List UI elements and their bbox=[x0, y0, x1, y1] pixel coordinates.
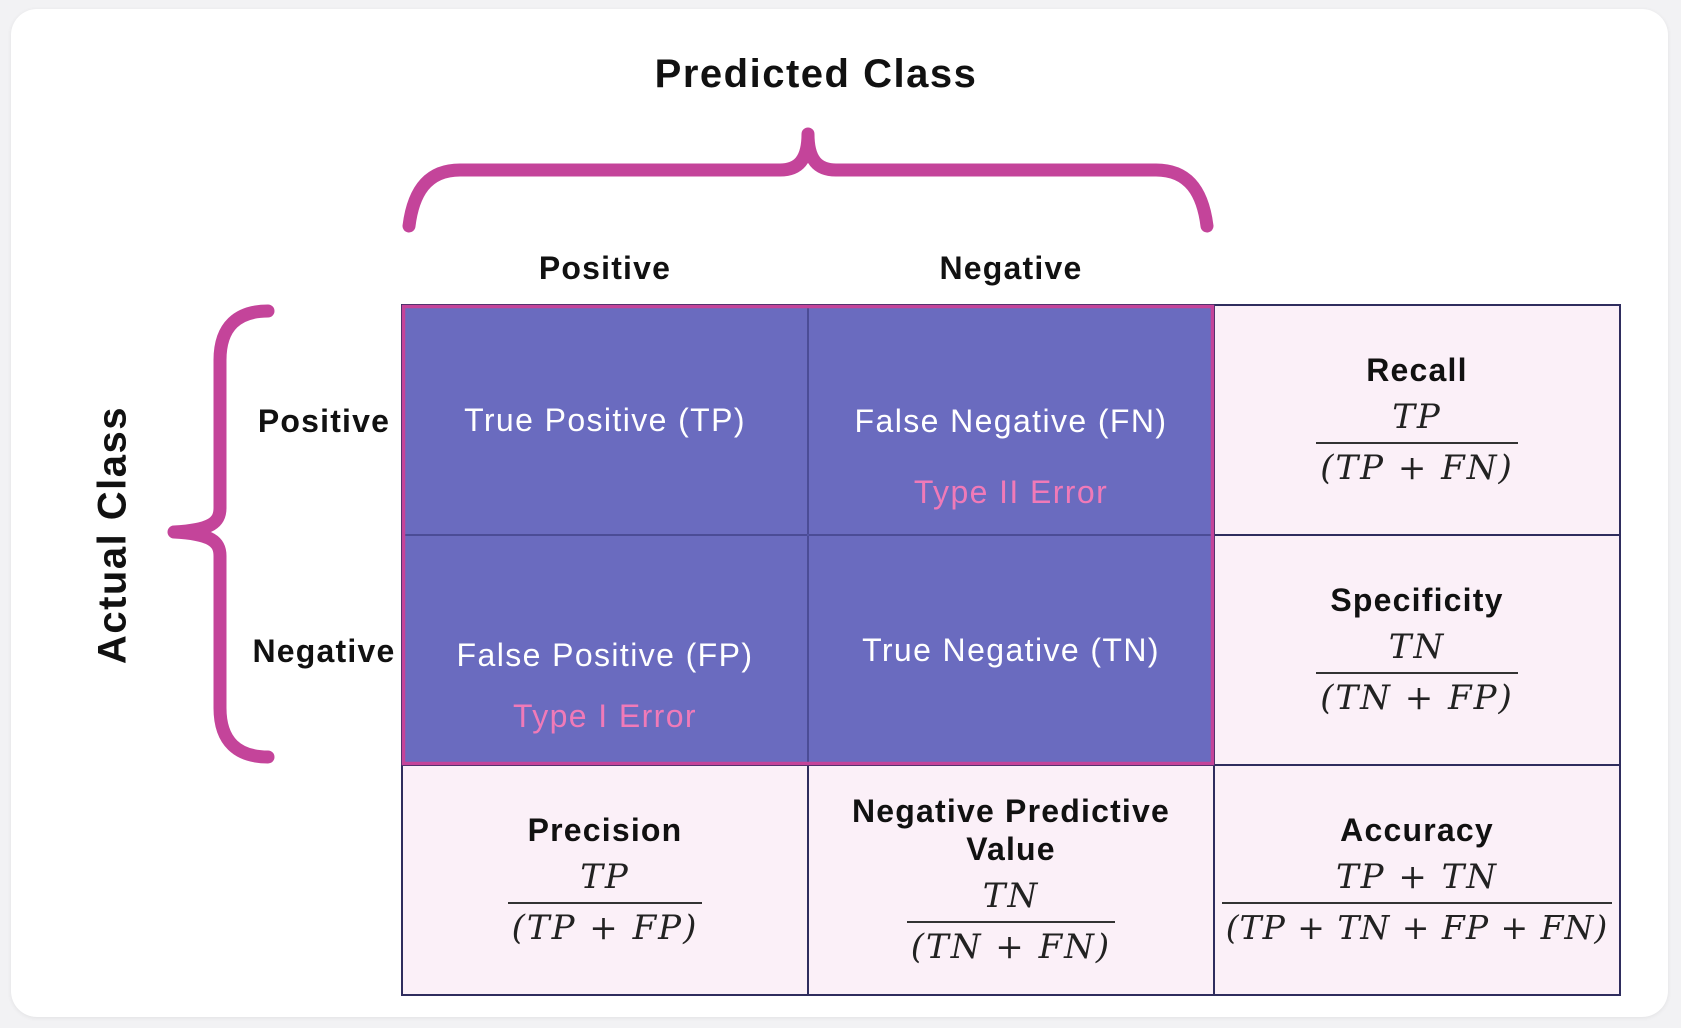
npv-numerator: TN bbox=[982, 875, 1040, 916]
fraction-bar bbox=[1316, 671, 1518, 674]
npv-formula: TN (TN + FN) bbox=[906, 874, 1116, 969]
npv-denominator: (TN + FN) bbox=[910, 926, 1112, 967]
npv-title: Negative Predictive Value bbox=[851, 792, 1171, 867]
actual-class-brace bbox=[167, 304, 275, 764]
fraction-bar bbox=[906, 920, 1116, 923]
false-positive-cell: False Positive (FP) Type I Error bbox=[402, 535, 808, 765]
true-positive-cell: True Positive (TP) bbox=[402, 305, 808, 535]
true-negative-cell: True Negative (TN) bbox=[808, 535, 1214, 765]
specificity-title: Specificity bbox=[1330, 581, 1504, 618]
false-negative-label: False Negative (FN) bbox=[854, 403, 1168, 439]
accuracy-numerator: TP + TN bbox=[1335, 856, 1499, 897]
table-outer-border bbox=[401, 304, 1621, 996]
precision-title: Precision bbox=[527, 811, 683, 848]
accuracy-denominator: (TP + TN + FP + FN) bbox=[1225, 907, 1609, 947]
accuracy-formula: TP + TN (TP + TN + FP + FN) bbox=[1221, 855, 1613, 950]
specificity-cell: Specificity TN (TN + FP) bbox=[1214, 535, 1620, 765]
recall-formula: TP (TP + FN) bbox=[1316, 395, 1518, 490]
type-ii-error-label: Type II Error bbox=[913, 474, 1109, 510]
recall-denominator: (TP + FN) bbox=[1320, 447, 1514, 488]
true-positive-label: True Positive (TP) bbox=[464, 401, 746, 438]
npv-cell: Negative Predictive Value TN (TN + FN) bbox=[808, 765, 1214, 995]
recall-numerator: TP bbox=[1392, 396, 1442, 437]
recall-cell: Recall TP (TP + FN) bbox=[1214, 305, 1620, 535]
type-i-error-label: Type I Error bbox=[513, 698, 697, 734]
true-negative-label: True Negative (TN) bbox=[862, 631, 1160, 668]
row-label-positive: Positive bbox=[257, 403, 391, 439]
recall-title: Recall bbox=[1366, 351, 1468, 388]
precision-formula: TP (TP + FP) bbox=[507, 855, 703, 950]
predicted-class-brace bbox=[402, 127, 1214, 233]
predicted-class-title: Predicted Class bbox=[654, 52, 978, 96]
fraction-bar bbox=[1221, 901, 1613, 904]
specificity-denominator: (TN + FP) bbox=[1320, 677, 1514, 718]
accuracy-cell: Accuracy TP + TN (TP + TN + FP + FN) bbox=[1214, 765, 1620, 995]
column-label-negative: Negative bbox=[939, 250, 1083, 286]
accuracy-title: Accuracy bbox=[1340, 811, 1494, 848]
precision-numerator: TP bbox=[580, 856, 630, 897]
specificity-formula: TN (TN + FP) bbox=[1316, 625, 1518, 720]
confusion-matrix-highlight-border bbox=[401, 304, 1215, 766]
precision-denominator: (TP + FP) bbox=[511, 907, 699, 948]
precision-cell: Precision TP (TP + FP) bbox=[402, 765, 808, 995]
fraction-bar bbox=[1316, 441, 1518, 444]
false-negative-cell: False Negative (FN) Type II Error bbox=[808, 305, 1214, 535]
false-positive-label: False Positive (FP) bbox=[456, 637, 754, 673]
fraction-bar bbox=[507, 901, 703, 904]
specificity-numerator: TN bbox=[1388, 626, 1446, 667]
row-label-negative: Negative bbox=[252, 633, 396, 669]
column-label-positive: Positive bbox=[538, 250, 672, 286]
